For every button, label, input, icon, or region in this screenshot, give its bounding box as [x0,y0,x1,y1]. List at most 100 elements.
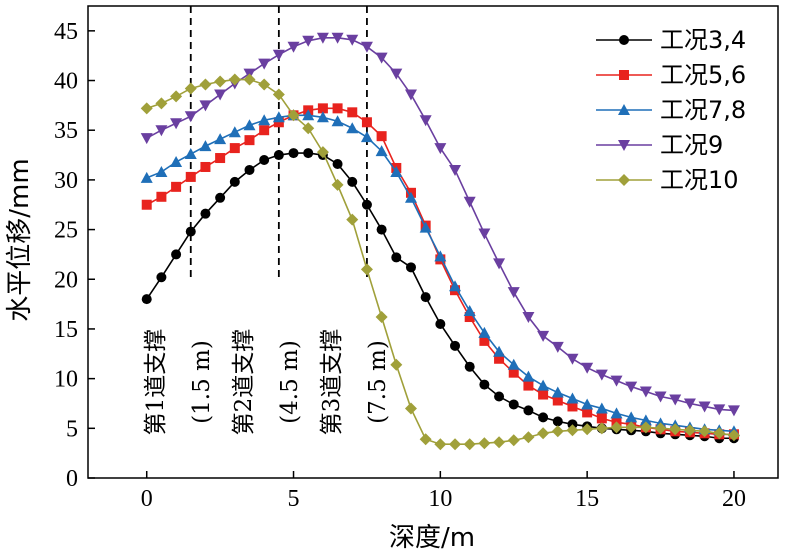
data-point [523,405,534,416]
data-point [185,226,196,237]
data-point [170,90,183,103]
data-point [478,326,491,338]
data-point [493,345,506,357]
data-point [464,361,475,372]
data-point [610,407,623,419]
data-point [141,294,152,305]
data-point [449,164,462,176]
data-point [464,312,475,323]
data-point [419,115,432,127]
data-point [228,73,241,86]
data-point [434,250,447,262]
data-point [493,258,506,270]
x-tick-label: 10 [428,486,452,512]
data-point [463,438,476,451]
y-tick-label: 20 [54,267,78,293]
data-point [567,401,578,412]
y-tick-label: 25 [54,218,78,244]
data-point [171,249,182,260]
data-point [507,434,520,447]
data-point [140,102,153,115]
data-point [551,341,564,353]
legend-item: 工况7,8 [596,96,746,124]
data-point [199,100,212,112]
data-point [538,412,549,423]
legend-item: 工况10 [596,166,739,194]
data-point [581,423,594,436]
data-point [141,199,152,210]
data-point [346,213,359,226]
data-point [478,437,491,450]
data-point [449,280,462,292]
x-tick-label: 20 [722,486,746,512]
data-point [272,49,285,61]
data-point [331,115,344,127]
data-point [669,423,682,436]
data-point [185,171,196,182]
data-point [258,78,271,91]
data-point [331,32,344,44]
y-tick-label: 0 [66,466,78,492]
plot-frame [87,5,779,479]
data-point [669,394,682,406]
data-point [171,181,182,192]
data-point [170,156,183,168]
series-s4 [140,32,740,417]
data-point [303,148,314,159]
data-point [596,413,607,424]
data-point [522,370,535,382]
data-point [156,272,167,283]
data-point [538,389,549,400]
legend-label: 工况3,4 [660,26,746,54]
y-tick-label: 15 [54,317,78,343]
legend-item: 工况5,6 [596,61,746,89]
support-label: 第2道支撑 [231,329,257,436]
data-point [404,191,417,203]
data-point [595,422,608,435]
data-point [200,208,211,219]
data-point [316,111,329,123]
axes: 0 5 10 15 20 0 5 10 15 20 25 30 35 40 45 [54,5,779,512]
series-layer [140,32,740,451]
data-point [155,165,168,177]
data-point [228,126,241,138]
data-point [450,340,461,351]
data-point [155,97,168,110]
support-label: 第1道支撑 [143,329,169,436]
y-tick-label: 5 [66,416,78,442]
data-point [625,421,638,434]
data-point [713,404,726,416]
y-tick-label: 40 [54,69,78,95]
data-point [258,114,271,126]
data-point [537,379,550,391]
data-point [346,122,359,134]
data-point [316,146,329,159]
data-point [494,391,505,402]
support-depth-label: (7.5 m) [365,340,391,424]
data-point [420,292,431,303]
data-point [184,111,197,123]
data-point [288,148,299,159]
data-point [537,330,550,342]
data-point [302,122,315,135]
x-axis-title: 深度/m [389,523,475,553]
y-tick-label: 35 [54,118,78,144]
data-point [229,143,240,154]
data-point [507,287,520,299]
data-point [214,75,227,88]
data-point [347,107,358,118]
data-point [610,421,623,434]
legend-marker [618,140,630,151]
y-tick-label: 30 [54,168,78,194]
data-point [551,386,564,398]
data-point [508,399,519,410]
legend-label: 工况7,8 [660,96,746,124]
data-point [639,414,652,426]
data-point [595,369,608,381]
data-point [140,171,153,183]
data-point [566,353,579,365]
data-point [346,34,359,46]
data-point [317,103,328,114]
x-tick-label: 15 [575,486,599,512]
